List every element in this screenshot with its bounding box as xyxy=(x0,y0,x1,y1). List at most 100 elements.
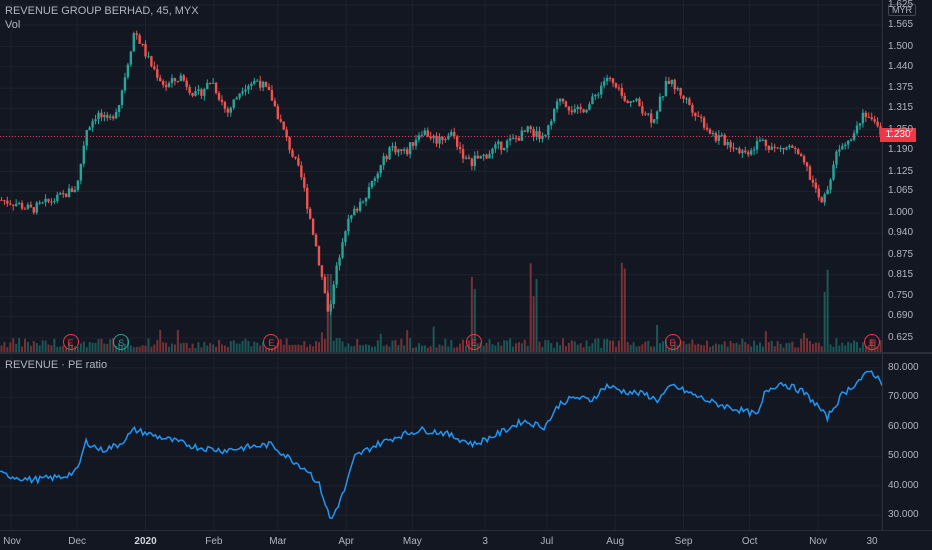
volume-bar xyxy=(709,346,712,352)
candle-body xyxy=(67,188,71,197)
candle-body xyxy=(785,147,788,150)
pe-tick-label: 60.000 xyxy=(888,420,919,432)
earnings-event-marker[interactable]: E xyxy=(664,334,681,350)
pe-legend-label[interactable]: REVENUE · PE ratio xyxy=(5,359,108,371)
volume-bar xyxy=(856,342,859,352)
candle-body xyxy=(788,145,791,148)
candle-body xyxy=(538,131,541,139)
candle-body xyxy=(405,149,409,155)
volume-bar xyxy=(359,345,362,352)
pe-scale[interactable] xyxy=(882,354,932,530)
volume-bar xyxy=(88,341,91,352)
volume-bar xyxy=(315,341,318,352)
price-scale[interactable]: MYR xyxy=(882,0,932,352)
earnings-event-marker[interactable]: E xyxy=(466,334,483,350)
candle-body xyxy=(144,43,147,57)
volume-bar xyxy=(459,343,462,352)
candle-body xyxy=(229,107,232,113)
candle-body xyxy=(35,202,38,213)
candle-body xyxy=(241,91,244,94)
volume-bar xyxy=(532,296,535,352)
volume-bar xyxy=(691,339,694,352)
volume-bar xyxy=(26,341,29,352)
volume-bar xyxy=(65,347,68,352)
volume-bar xyxy=(291,344,294,352)
volume-bar xyxy=(647,340,650,352)
candle-body xyxy=(447,135,450,140)
candle-body xyxy=(444,139,447,141)
candle-body xyxy=(620,87,624,96)
candle-body xyxy=(182,75,185,81)
candle-body xyxy=(76,180,80,190)
candle-body xyxy=(432,135,435,139)
candle-body xyxy=(350,215,353,219)
candle-body xyxy=(223,101,227,109)
volume-bar xyxy=(209,343,212,352)
volume-bar xyxy=(409,338,412,352)
earnings-event-marker[interactable]: E xyxy=(62,334,79,350)
candle-body xyxy=(635,98,638,101)
volume-bar xyxy=(597,338,600,352)
volume-bar xyxy=(241,340,244,352)
candle-body xyxy=(597,94,600,96)
candle-body xyxy=(353,208,356,216)
candle-body xyxy=(44,198,47,203)
candle-body xyxy=(844,144,847,147)
candle-body xyxy=(156,69,159,78)
earnings-event-marker[interactable]: E xyxy=(864,334,880,350)
pe-tick-label: 30.000 xyxy=(888,509,919,521)
candle-body xyxy=(717,135,721,141)
price-tick-label: 0.940 xyxy=(888,227,914,239)
volume-bar xyxy=(109,339,112,352)
volume-bar xyxy=(432,326,435,352)
price-tick-label: 1.565 xyxy=(888,18,914,30)
pane-separator[interactable] xyxy=(0,352,932,354)
volume-bar xyxy=(850,343,853,352)
time-tick-label: Feb xyxy=(205,536,223,547)
candle-body xyxy=(547,125,550,136)
volume-bar xyxy=(600,347,603,352)
candle-body xyxy=(194,91,197,96)
volume-bar xyxy=(106,344,109,352)
volume-bar xyxy=(35,343,38,352)
volume-bar xyxy=(697,343,700,352)
volume-bar xyxy=(732,343,735,352)
candle-body xyxy=(608,77,612,79)
candle-body xyxy=(59,193,62,195)
symbol-title[interactable]: REVENUE GROUP BERHAD, 45, MYX xyxy=(5,5,199,17)
volume-bar xyxy=(550,342,553,352)
volume-legend-label[interactable]: Vol xyxy=(5,19,21,31)
volume-bar xyxy=(147,338,150,352)
candle-body xyxy=(358,201,362,211)
candle-body xyxy=(126,64,130,78)
volume-bar xyxy=(162,342,165,352)
candle-body xyxy=(347,218,350,232)
volume-bar xyxy=(758,342,761,352)
candle-body xyxy=(644,113,647,115)
pe-tick-label: 50.000 xyxy=(888,450,919,462)
volume-bar xyxy=(517,342,520,352)
price-tick-label: 1.315 xyxy=(888,102,914,114)
candle-body xyxy=(458,146,462,149)
volume-bar xyxy=(617,340,620,352)
candle-body xyxy=(602,81,606,86)
volume-bar xyxy=(567,342,570,352)
candle-body xyxy=(56,194,59,202)
candle-body xyxy=(802,156,806,163)
price-tick-label: 1.375 xyxy=(888,82,914,94)
split-event-marker[interactable]: S xyxy=(113,334,130,350)
volume-bar xyxy=(176,329,179,352)
volume-bar xyxy=(756,345,759,352)
candle-body xyxy=(270,90,274,101)
currency-badge[interactable]: MYR xyxy=(888,4,916,16)
candle-body xyxy=(85,130,88,146)
candle-body xyxy=(711,133,715,135)
volume-bar xyxy=(603,339,606,352)
volume-bar xyxy=(156,340,159,352)
volume-bar xyxy=(365,344,368,352)
candle-body xyxy=(214,82,218,93)
candle-body xyxy=(582,109,585,113)
earnings-event-marker[interactable]: E xyxy=(263,334,280,350)
price-tick-label: 1.065 xyxy=(888,185,914,197)
